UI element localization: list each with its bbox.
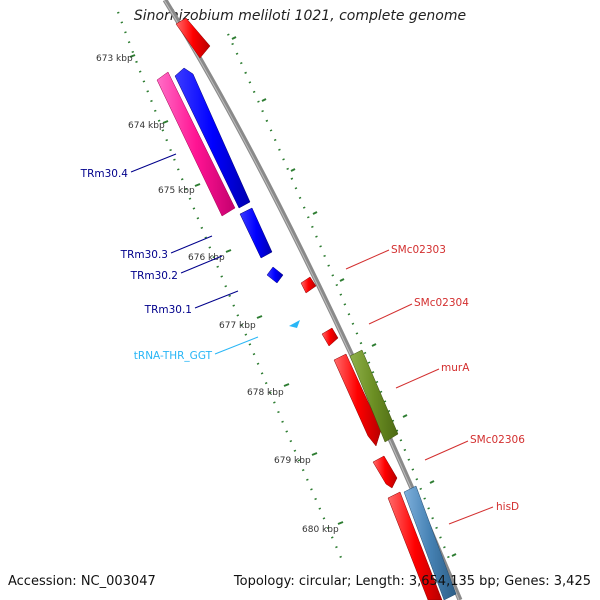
- label-hisd[interactable]: hisD: [496, 501, 519, 513]
- genome-summary-text: Topology: circular; Length: 3,654,135 bp…: [233, 574, 591, 589]
- gene-trm30-1[interactable]: [266, 266, 284, 284]
- gene-smc02304[interactable]: [321, 327, 339, 347]
- label-trm30-2[interactable]: TRm30.2: [130, 270, 178, 282]
- kbp-label: 678 kbp: [247, 388, 284, 398]
- kbp-major-tick: [337, 521, 344, 525]
- label-trm30-1[interactable]: TRm30.1: [144, 304, 192, 316]
- forward-strand-features: [175, 17, 457, 600]
- label-mura[interactable]: murA: [441, 362, 470, 374]
- label-trna-thr-ggt[interactable]: tRNA-THR_GGT: [134, 350, 213, 362]
- right-callouts: [345, 249, 494, 525]
- kbp-major-tick: [256, 315, 263, 319]
- kbp-label: 680 kbp: [302, 525, 339, 535]
- label-trm30-4[interactable]: TRm30.4: [80, 168, 129, 180]
- left-callouts: [130, 153, 259, 355]
- label-smc02306[interactable]: SMc02306: [470, 434, 525, 446]
- outer-ruler-dashes: [231, 36, 457, 557]
- gene-trm30-2[interactable]: [239, 207, 273, 259]
- kbp-label: 677 kbp: [219, 321, 256, 331]
- inner-tick-track: [116, 11, 344, 561]
- gene-smc02303[interactable]: [300, 276, 317, 294]
- kbp-label: 673 kbp: [96, 54, 133, 64]
- kbp-label: 675 kbp: [158, 186, 195, 196]
- label-trm30-3[interactable]: TRm30.3: [120, 249, 168, 261]
- gene-top-partial[interactable]: [175, 17, 211, 59]
- kbp-label: 676 kbp: [188, 253, 225, 263]
- kbp-major-tick: [162, 120, 169, 124]
- label-smc02304[interactable]: SMc02304: [414, 297, 469, 309]
- label-smc02303[interactable]: SMc02303: [391, 244, 446, 256]
- gene-trna-thr[interactable]: [289, 320, 300, 328]
- gene-mura[interactable]: [333, 353, 382, 447]
- gene-trm30-3[interactable]: [174, 67, 251, 209]
- gene-olive[interactable]: [349, 349, 399, 443]
- kbp-label: 679 kbp: [274, 456, 311, 466]
- kbp-major-tick: [194, 183, 201, 187]
- kbp-major-tick: [311, 452, 318, 456]
- kbp-major-tick: [225, 249, 232, 253]
- gene-steel[interactable]: [403, 485, 457, 600]
- reverse-strand-features: [156, 67, 300, 328]
- kbp-label: 674 kbp: [128, 121, 165, 131]
- gene-smc02306[interactable]: [372, 455, 398, 489]
- kbp-ruler: 673 kbp 674 kbp 675 kbp 676 kbp 677 kbp …: [96, 54, 344, 535]
- gene-trm30-4[interactable]: [156, 71, 236, 217]
- gene-hisd[interactable]: [387, 491, 443, 600]
- map-title: Sinorhizobium meliloti 1021, complete ge…: [133, 8, 467, 24]
- kbp-major-tick: [129, 54, 136, 58]
- accession-text: Accession: NC_003047: [8, 574, 156, 589]
- outer-tick-track: [227, 33, 454, 567]
- kbp-major-tick: [283, 383, 290, 387]
